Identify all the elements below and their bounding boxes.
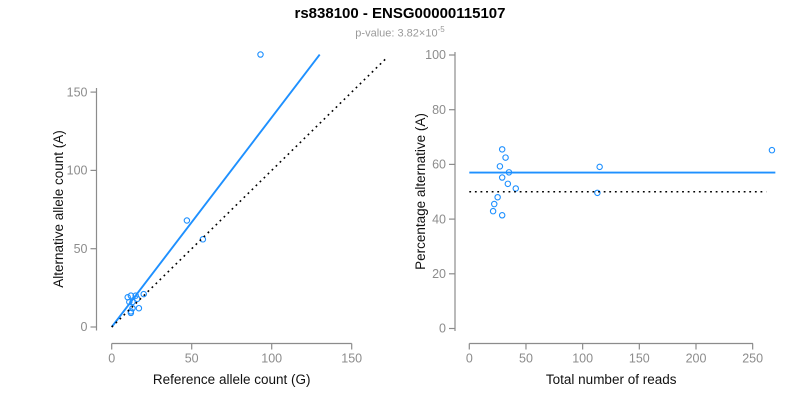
- data-point: [498, 146, 506, 153]
- data-point: [140, 290, 147, 298]
- x-tick-label: 50: [185, 352, 199, 366]
- data-point: [127, 292, 135, 299]
- x-axis-title: Reference allele count (G): [153, 372, 311, 387]
- regression-line: [110, 53, 321, 328]
- data-point: [489, 207, 497, 215]
- y-axis-title: Percentage alternative (A): [413, 113, 428, 270]
- x-tick-label: 150: [341, 352, 362, 366]
- x-tick-label: 0: [108, 352, 115, 366]
- x-tick-label: 100: [261, 352, 282, 366]
- data-point: [502, 154, 509, 161]
- x-tick-label: 200: [686, 352, 707, 366]
- data-point: [127, 309, 135, 317]
- data-point: [132, 292, 139, 299]
- figure-title: rs838100 - ENSG00000115107: [294, 5, 506, 22]
- y-tick-label: 0: [439, 322, 446, 336]
- identity-line: [111, 57, 388, 328]
- y-tick-label: 0: [81, 320, 88, 334]
- data-point: [496, 163, 504, 170]
- y-tick-label: 40: [432, 212, 446, 226]
- p-value-label: p-value:: [355, 27, 395, 40]
- data-point: [199, 236, 207, 243]
- y-tick-label: 60: [432, 158, 446, 172]
- data-point: [594, 189, 601, 197]
- x-tick-label: 150: [629, 352, 650, 366]
- figure-subtitle: p-value: 3.82×10-5: [0, 25, 800, 40]
- p-value-exponent: -5: [437, 25, 445, 34]
- data-point: [135, 304, 143, 312]
- y-axis-title: Alternative allele count (A): [51, 130, 66, 288]
- data-point: [183, 217, 191, 224]
- y-tick-label: 100: [67, 164, 88, 178]
- data-point: [490, 200, 498, 208]
- data-point: [512, 185, 520, 192]
- data-point: [596, 163, 603, 171]
- y-tick-label: 50: [74, 242, 88, 256]
- y-tick-label: 100: [425, 48, 446, 62]
- x-axis-title: Total number of reads: [546, 372, 677, 387]
- y-tick-label: 20: [432, 267, 446, 281]
- data-point: [498, 212, 506, 219]
- x-tick-label: 0: [466, 352, 473, 366]
- y-tick-label: 80: [432, 103, 446, 117]
- x-tick-label: 250: [742, 352, 763, 366]
- x-tick-label: 100: [572, 352, 593, 366]
- p-value-base: 3.82×10: [397, 27, 438, 40]
- data-point: [768, 146, 776, 154]
- data-point: [504, 180, 512, 188]
- data-point: [494, 193, 501, 201]
- x-tick-label: 50: [519, 352, 533, 366]
- y-tick-label: 150: [67, 85, 88, 99]
- data-point: [498, 174, 506, 181]
- data-point: [257, 51, 264, 58]
